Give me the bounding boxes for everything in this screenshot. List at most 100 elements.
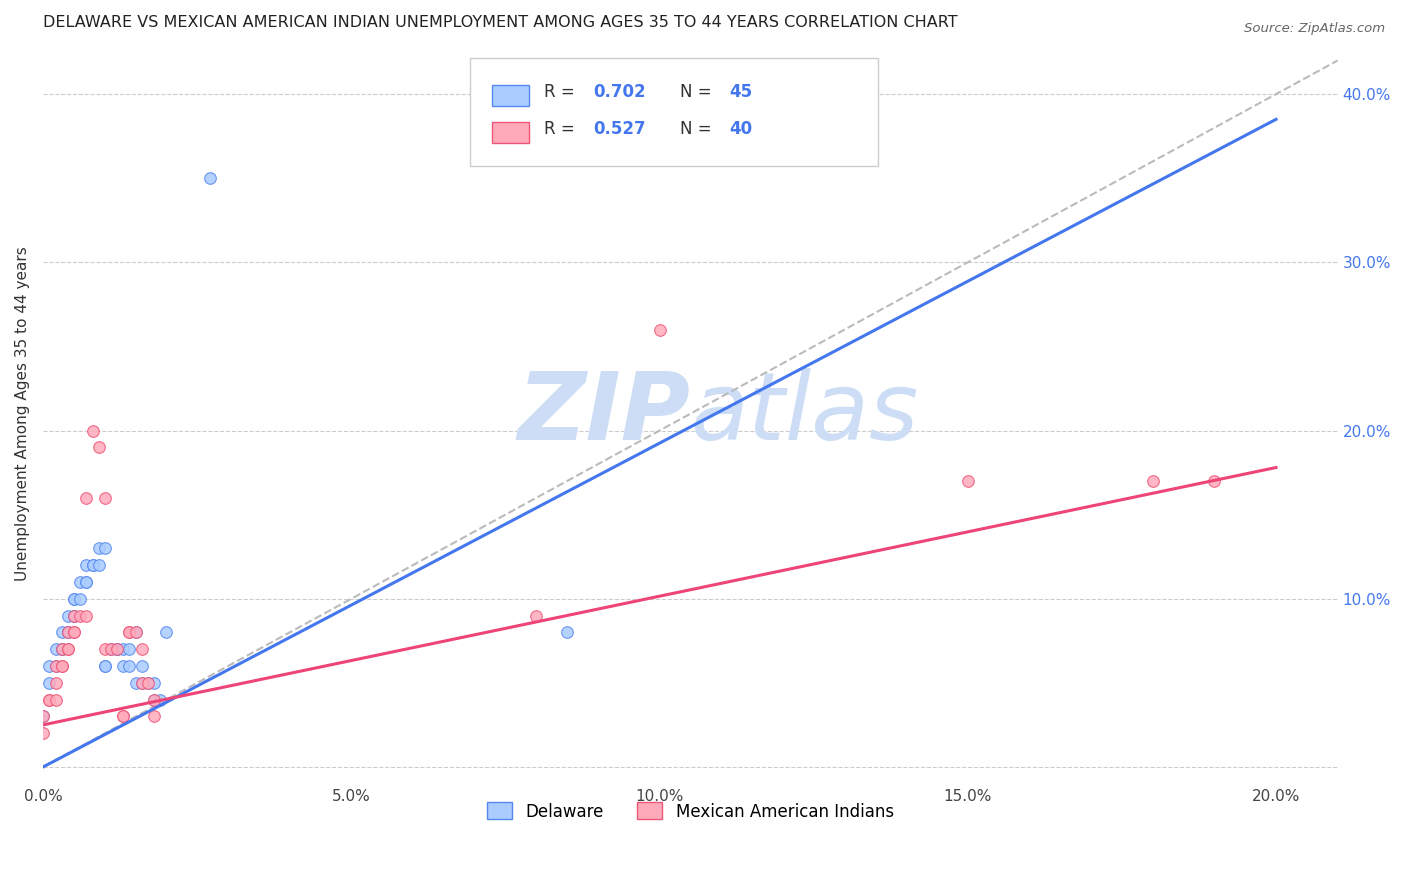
Text: 0.702: 0.702 bbox=[593, 83, 645, 101]
Text: 40: 40 bbox=[730, 120, 752, 137]
FancyBboxPatch shape bbox=[492, 85, 529, 106]
Point bbox=[94, 642, 117, 657]
Point bbox=[63, 625, 86, 640]
Point bbox=[63, 608, 86, 623]
Point bbox=[105, 642, 128, 657]
Text: DELAWARE VS MEXICAN AMERICAN INDIAN UNEMPLOYMENT AMONG AGES 35 TO 44 YEARS CORRE: DELAWARE VS MEXICAN AMERICAN INDIAN UNEM… bbox=[44, 15, 957, 30]
Point bbox=[198, 171, 221, 186]
Point bbox=[118, 659, 141, 673]
Point bbox=[1142, 474, 1164, 488]
Point bbox=[56, 642, 79, 657]
Point bbox=[149, 692, 172, 706]
Text: atlas: atlas bbox=[690, 368, 918, 459]
Text: Source: ZipAtlas.com: Source: ZipAtlas.com bbox=[1244, 22, 1385, 36]
Point bbox=[143, 675, 166, 690]
Point bbox=[155, 625, 177, 640]
Point bbox=[136, 675, 159, 690]
Point bbox=[555, 625, 578, 640]
Point bbox=[1204, 474, 1226, 488]
Point bbox=[51, 659, 73, 673]
Point bbox=[82, 558, 104, 572]
Point bbox=[143, 692, 166, 706]
Text: 45: 45 bbox=[730, 83, 752, 101]
Point bbox=[63, 608, 86, 623]
Point bbox=[131, 675, 153, 690]
Point bbox=[87, 441, 110, 455]
Legend: Delaware, Mexican American Indians: Delaware, Mexican American Indians bbox=[481, 796, 900, 827]
Point bbox=[44, 675, 66, 690]
Point bbox=[94, 659, 117, 673]
Point bbox=[44, 659, 66, 673]
Point bbox=[51, 642, 73, 657]
Point bbox=[112, 709, 135, 723]
Point bbox=[100, 642, 122, 657]
Point bbox=[75, 558, 97, 572]
Point bbox=[118, 642, 141, 657]
Text: N =: N = bbox=[681, 83, 717, 101]
Point bbox=[44, 642, 66, 657]
Point bbox=[56, 625, 79, 640]
Text: 0.527: 0.527 bbox=[593, 120, 645, 137]
Point bbox=[82, 558, 104, 572]
Point bbox=[69, 574, 91, 589]
Point bbox=[124, 675, 146, 690]
Point bbox=[63, 591, 86, 606]
Point bbox=[82, 424, 104, 438]
Point bbox=[118, 625, 141, 640]
Point bbox=[112, 642, 135, 657]
Point bbox=[75, 574, 97, 589]
Point bbox=[131, 659, 153, 673]
Point bbox=[105, 642, 128, 657]
Point bbox=[87, 541, 110, 556]
Point bbox=[75, 574, 97, 589]
Point bbox=[69, 591, 91, 606]
Point bbox=[94, 491, 117, 505]
Point bbox=[105, 642, 128, 657]
FancyBboxPatch shape bbox=[471, 59, 879, 166]
Point bbox=[124, 625, 146, 640]
Point bbox=[56, 642, 79, 657]
Point bbox=[44, 692, 66, 706]
Point bbox=[112, 709, 135, 723]
Point bbox=[38, 659, 60, 673]
Point bbox=[32, 709, 55, 723]
Point bbox=[56, 608, 79, 623]
Point bbox=[63, 625, 86, 640]
Point bbox=[38, 692, 60, 706]
Point bbox=[51, 642, 73, 657]
Point bbox=[143, 709, 166, 723]
Point bbox=[131, 642, 153, 657]
Point bbox=[143, 692, 166, 706]
Point bbox=[956, 474, 979, 488]
Point bbox=[524, 608, 547, 623]
Text: R =: R = bbox=[544, 120, 581, 137]
Point bbox=[87, 558, 110, 572]
Text: ZIP: ZIP bbox=[517, 368, 690, 459]
Point bbox=[51, 659, 73, 673]
Point bbox=[75, 491, 97, 505]
Point bbox=[63, 591, 86, 606]
Y-axis label: Unemployment Among Ages 35 to 44 years: Unemployment Among Ages 35 to 44 years bbox=[15, 246, 30, 581]
FancyBboxPatch shape bbox=[492, 122, 529, 143]
Point bbox=[44, 659, 66, 673]
Point bbox=[75, 608, 97, 623]
Point bbox=[648, 323, 671, 337]
Point bbox=[32, 709, 55, 723]
Point bbox=[131, 675, 153, 690]
Point bbox=[38, 692, 60, 706]
Point bbox=[136, 675, 159, 690]
Point bbox=[56, 625, 79, 640]
Point bbox=[124, 625, 146, 640]
Point bbox=[32, 726, 55, 740]
Point bbox=[100, 642, 122, 657]
Point bbox=[51, 625, 73, 640]
Point bbox=[56, 625, 79, 640]
Point bbox=[69, 608, 91, 623]
Point bbox=[51, 642, 73, 657]
Point bbox=[38, 675, 60, 690]
Text: N =: N = bbox=[681, 120, 717, 137]
Point bbox=[112, 659, 135, 673]
Point bbox=[94, 541, 117, 556]
Point bbox=[94, 659, 117, 673]
Point bbox=[63, 608, 86, 623]
